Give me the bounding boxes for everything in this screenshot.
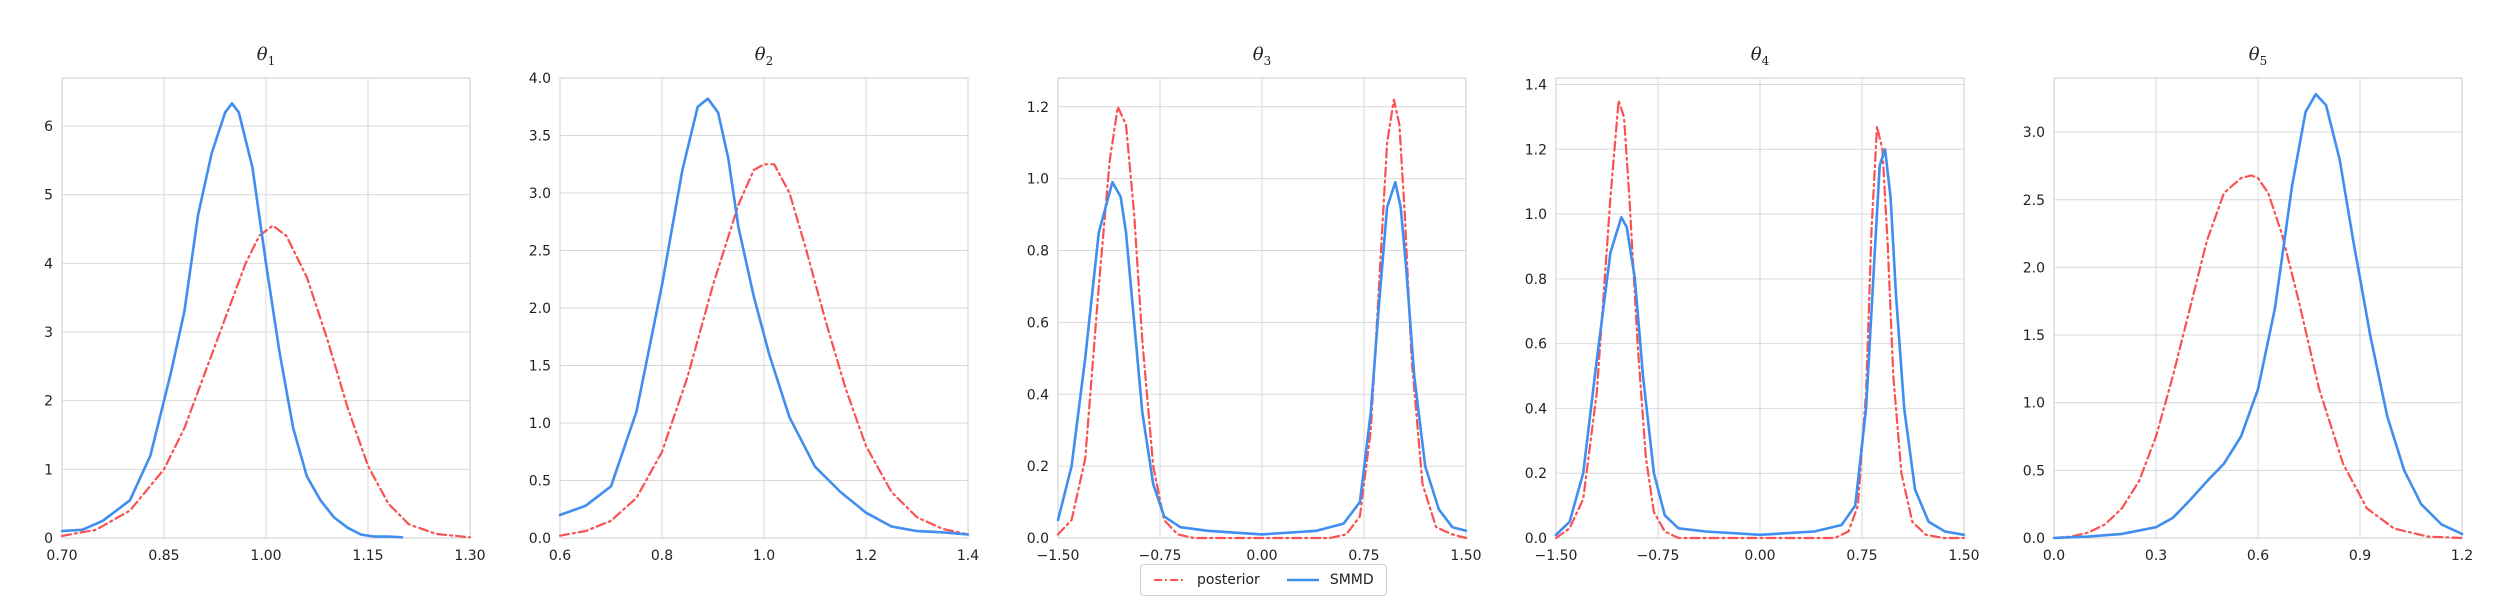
x-tick-label: 0.3 [2145,548,2167,564]
chart-title: θ1 [257,44,275,68]
y-tick-label: 1 [44,462,53,478]
chart-title-subscript: 1 [268,54,276,68]
x-tick-label: −0.75 [1139,548,1182,564]
y-tick-label: 3 [44,325,53,341]
y-tick-label: 3.0 [2023,125,2045,141]
legend-label-smmd: SMMD [1329,572,1374,588]
y-tick-label: 0.5 [2023,463,2045,479]
y-tick-label: 2.0 [2023,260,2045,276]
chart-panel-3: −1.50 −0.75 0.00 0.75 1.50 0.0 0.2 0.4 0.6 0.8 1.0… [1027,44,1482,564]
chart-title: θ4 [1751,44,1770,68]
y-tick-label: 2.5 [2023,193,2045,209]
chart-title-subscript: 2 [766,54,774,68]
y-tick-label: 0.4 [1525,401,1547,417]
y-tick-label: 0.0 [1525,531,1547,547]
y-tick-label: 0.2 [1027,459,1049,475]
y-tick-label: 0.0 [1027,531,1049,547]
y-tick-label: 1.0 [529,416,551,432]
x-tick-label: 0.00 [1246,548,1277,564]
x-tick-label: 1.50 [1450,548,1481,564]
y-tick-label: 0.5 [529,474,551,490]
chart-title-subscript: 4 [1762,54,1770,68]
x-tick-label: −1.50 [1037,548,1080,564]
plot-frame [2053,77,2463,539]
x-tick-label: 0.00 [1744,548,1775,564]
x-tick-label: 0.75 [1846,548,1877,564]
x-tick-label: 0.9 [2349,548,2371,564]
series-line-smmd [1056,180,1468,536]
series-line-posterior [1554,99,1966,540]
legend-item-smmd: SMMD [1286,572,1374,588]
x-tick-label: −1.50 [1535,548,1578,564]
y-tick-label: 6 [44,119,53,135]
x-tick-label: 0.0 [2043,548,2065,564]
series-line-smmd [558,97,970,536]
series-line-smmd [1554,148,1966,537]
chart-title: θ3 [1253,44,1271,68]
x-tick-label: 0.8 [651,548,673,564]
x-tick-label: 0.85 [148,548,179,564]
x-tick-label: 0.6 [549,548,571,564]
legend-item-posterior: posterior [1153,572,1260,588]
y-tick-label: 0.8 [1525,272,1547,288]
y-tick-label: 4 [44,256,53,272]
series-line-posterior [2052,174,2464,540]
series-line-smmd [60,102,404,539]
legend-line-smmd-icon [1286,578,1319,582]
x-tick-label: 1.2 [2451,548,2473,564]
chart-panel-1: 0.70 0.85 1.00 1.15 1.30 0 1 2 3 4 5 6 θ1 [44,44,486,564]
x-tick-label: 0.70 [46,548,77,564]
y-tick-label: 0.6 [1027,315,1049,331]
plot-frame [61,77,471,539]
x-tick-label: 1.2 [855,548,877,564]
y-tick-label: 0.0 [529,531,551,547]
x-tick-label: 0.75 [1348,548,1379,564]
y-tick-label: 0.2 [1525,466,1547,482]
chart-panel-4: −1.50 −0.75 0.00 0.75 1.50 0.0 0.2 0.4 0.6 0.8 1.0… [1525,44,1980,564]
x-tick-label: 1.00 [250,548,281,564]
legend-label-posterior: posterior [1197,572,1260,588]
y-tick-label: 0.0 [2023,531,2045,547]
y-tick-label: 1.4 [1525,77,1547,93]
chart-title: θ5 [2249,44,2267,68]
y-tick-label: 1.0 [1027,172,1049,188]
y-tick-label: 0.8 [1027,244,1049,260]
x-tick-label: 1.0 [753,548,775,564]
chart-panel-5: 0.0 0.3 0.6 0.9 1.2 0.0 0.5 1.0 1.5 2.0 2.5 3.0 θ5 [2023,44,2473,564]
y-tick-label: 2.5 [529,244,551,260]
x-tick-label: 1.50 [1948,548,1979,564]
series-line-smmd [2052,92,2464,540]
y-tick-label: 3.5 [529,129,551,145]
y-tick-label: 1.0 [2023,396,2045,412]
chart-title-subscript: 5 [2260,54,2268,68]
y-tick-label: 1.0 [1525,207,1547,223]
y-tick-label: 2.0 [529,301,551,317]
x-tick-label: 1.4 [957,548,979,564]
y-tick-label: 4.0 [529,71,551,87]
plot-frame [559,77,969,539]
y-tick-label: 0.4 [1027,387,1049,403]
y-tick-label: 0.6 [1525,337,1547,353]
x-tick-label: 0.6 [2247,548,2269,564]
chart-title: θ2 [755,44,773,68]
x-tick-label: −0.75 [1637,548,1680,564]
series-line-posterior [558,163,970,537]
x-tick-label: 1.30 [454,548,485,564]
chart-title-subscript: 3 [1264,54,1272,68]
legend-line-posterior-icon [1154,579,1186,581]
y-tick-label: 1.2 [1525,142,1547,158]
y-tick-label: 5 [44,188,53,204]
legend: posterior SMMD [1140,564,1387,596]
y-tick-label: 1.2 [1027,100,1049,116]
y-tick-label: 1.5 [529,359,551,375]
y-tick-label: 3.0 [529,186,551,202]
y-tick-label: 2 [44,394,53,410]
x-tick-label: 1.15 [352,548,383,564]
y-tick-label: 0 [44,531,53,547]
chart-panel-2: 0.6 0.8 1.0 1.2 1.4 0.0 0.5 1.0 1.5 2.0 2.5 3.0 3.5 4… [529,44,979,564]
series-line-posterior [60,224,472,539]
y-tick-label: 1.5 [2023,328,2045,344]
